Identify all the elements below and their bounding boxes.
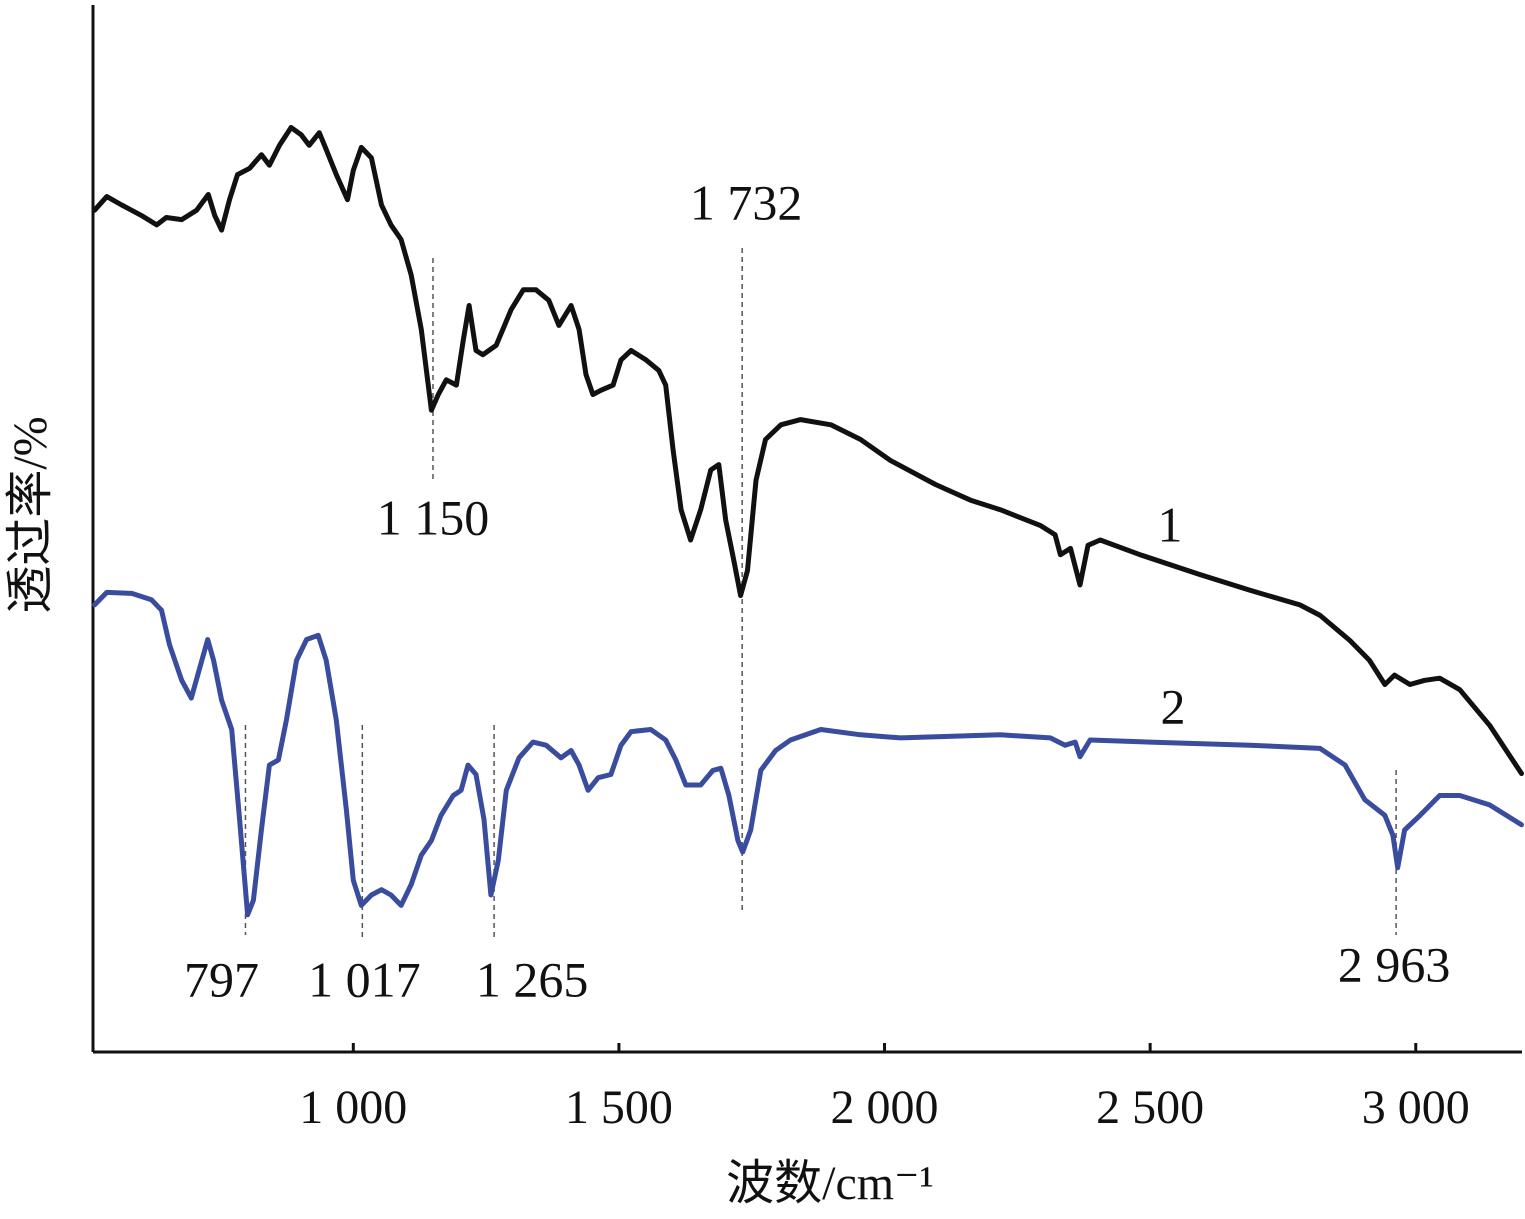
annotation-label: 1 732 xyxy=(690,174,803,230)
series-label: 1 xyxy=(1158,496,1183,552)
x-axis-label: 波数/cm⁻¹ xyxy=(726,1157,934,1210)
x-tick-label: 2 500 xyxy=(1096,1081,1204,1134)
annotation-label: 1 265 xyxy=(476,951,589,1007)
annotation-label: 1 017 xyxy=(308,951,421,1007)
series-line xyxy=(92,125,1524,776)
series-line xyxy=(92,589,1524,918)
x-tick-label: 2 000 xyxy=(831,1081,939,1134)
annotation-label: 1 150 xyxy=(377,489,490,545)
annotation-label: 2 963 xyxy=(1338,936,1451,992)
x-tick-label: 3 000 xyxy=(1362,1081,1470,1134)
x-tick-label: 1 500 xyxy=(565,1081,673,1134)
annotation-label: 797 xyxy=(184,951,259,1007)
series-label: 2 xyxy=(1161,678,1186,734)
x-tick-label: 1 000 xyxy=(299,1081,407,1134)
y-axis-label: 透过率/% xyxy=(4,416,57,613)
